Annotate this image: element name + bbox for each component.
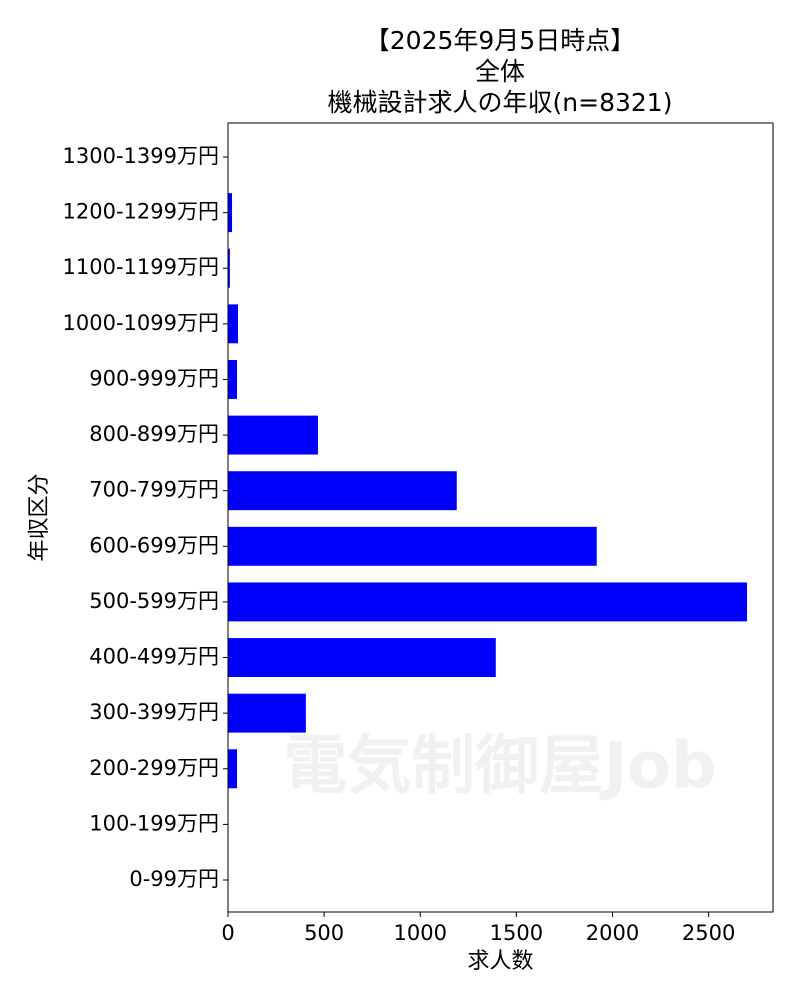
- x-tick-label: 1000: [394, 921, 447, 945]
- bar: [228, 749, 238, 789]
- chart-title: 【2025年9月5日時点】: [365, 26, 635, 55]
- y-tick-label: 1200-1299万円: [63, 200, 219, 224]
- y-tick-label: 600-699万円: [89, 533, 219, 557]
- bar: [228, 359, 238, 399]
- y-tick-label: 800-899万円: [89, 422, 219, 446]
- y-tick-label: 1100-1199万円: [63, 255, 219, 279]
- x-axis-label: 求人数: [467, 949, 533, 974]
- y-tick-label: 300-399万円: [89, 700, 219, 724]
- y-tick-label: 1000-1099万円: [63, 311, 219, 335]
- y-tick-label: 0-99万円: [129, 867, 219, 891]
- y-tick-label: 1300-1399万円: [63, 144, 219, 168]
- y-tick-label: 500-599万円: [89, 589, 219, 613]
- x-tick-label: 2000: [586, 921, 639, 945]
- y-tick-label: 100-199万円: [89, 811, 219, 835]
- y-tick-label: 200-299万円: [89, 756, 219, 780]
- x-tick-label: 1500: [490, 921, 543, 945]
- bar: [228, 526, 597, 566]
- y-axis-label: 年収区分: [27, 473, 52, 561]
- bar: [228, 693, 306, 733]
- watermark: 電気制御屋Job: [283, 730, 717, 804]
- y-tick-label: 700-799万円: [89, 478, 219, 502]
- bar: [228, 638, 496, 678]
- y-tick-label: 900-999万円: [89, 366, 219, 390]
- chart-title: 機械設計求人の年収(n=8321): [328, 88, 673, 117]
- bar: [228, 582, 748, 622]
- bar: [228, 193, 233, 233]
- y-tick-label: 400-499万円: [89, 645, 219, 669]
- x-tick-label: 500: [304, 921, 344, 945]
- chart-title: 全体: [475, 57, 525, 86]
- x-tick-label: 2500: [682, 921, 735, 945]
- bar: [228, 304, 238, 344]
- x-tick-label: 0: [221, 921, 234, 945]
- bar: [228, 248, 230, 288]
- plot-frame: [227, 122, 774, 913]
- bar: [228, 471, 457, 511]
- bar: [228, 415, 318, 455]
